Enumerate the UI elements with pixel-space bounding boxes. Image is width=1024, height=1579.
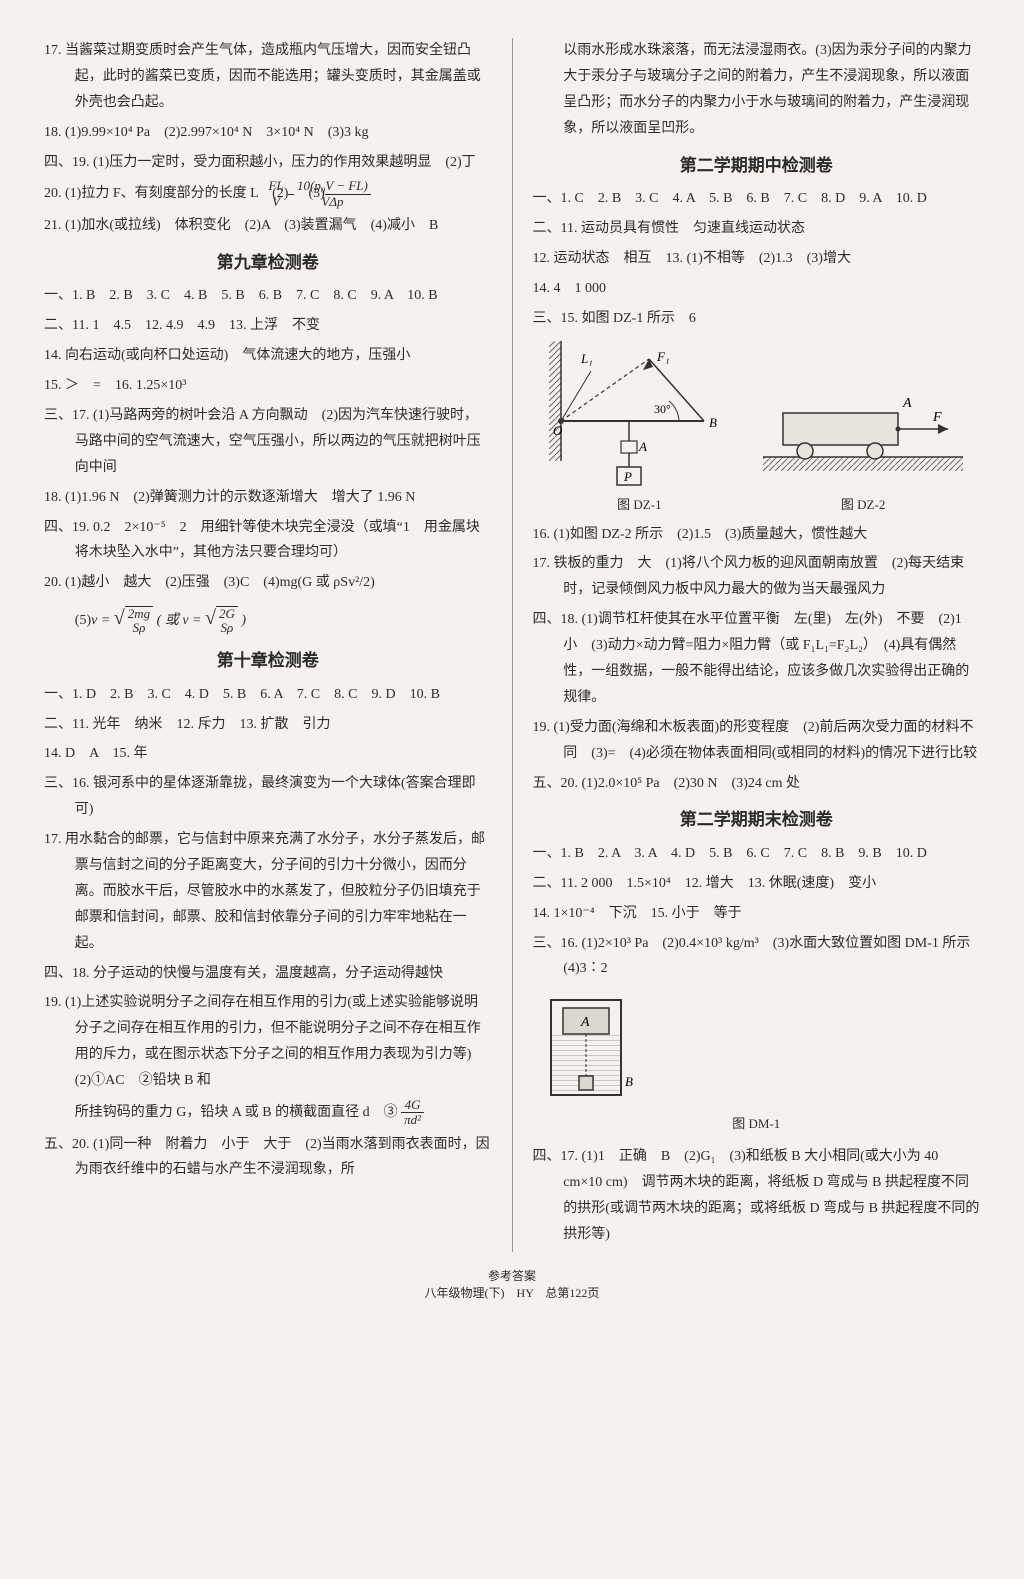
- formula-or: ( 或 v =: [153, 613, 205, 628]
- final-title: 第二学期期末检测卷: [533, 804, 981, 835]
- caption-dm1: 图 DM-1: [533, 1112, 981, 1136]
- final-sec3-q16: 三、16. (1)2×10³ Pa (2)0.4×10³ kg/m³ (3)水面…: [533, 931, 981, 983]
- mid-sec5-q20: 五、20. (1)2.0×10⁵ Pa (2)30 N (3)24 cm 处: [533, 771, 981, 797]
- ch10-item-19b: 所挂钩码的重力 G，铅块 A 或 B 的横截面直径 d ③ 4Gπd²: [44, 1098, 492, 1128]
- svg-text:O: O: [553, 423, 563, 438]
- mid-q12: 12. 运动状态 相互 13. (1)不相等 (2)1.3 (3)增大: [533, 246, 981, 272]
- ch9-sec2: 二、11. 1 4.5 12. 4.9 4.9 13. 上浮 不变: [44, 313, 492, 339]
- page-footer: 参考答案 八年级物理(下) HY 总第122页: [44, 1268, 980, 1302]
- ch10-item-19a: 19. (1)上述实验说明分子之间存在相互作用的引力(或上述实验能够说明分子之间…: [44, 990, 492, 1094]
- ch10-item-17: 17. 用水黏合的邮票，它与信封中原来充满了水分子，水分子蒸发后，邮票与信封之间…: [44, 827, 492, 956]
- right-column: 以雨水形成水珠滚落，而无法浸湿雨衣。(3)因为汞分子间的内聚力大于汞分子与玻璃分…: [533, 38, 981, 1252]
- page-columns: 17. 当酱菜过期变质时会产生气体，造成瓶内气压增大，因而安全钮凸起，此时的酱菜…: [44, 38, 980, 1252]
- ch9-item-14: 14. 向右运动(或向杯口处运动) 气体流速大的地方，压强小: [44, 343, 492, 369]
- ch10-sec2: 二、11. 光年 纳米 12. 斥力 13. 扩散 引力: [44, 712, 492, 738]
- figure-dz2: F A 图 DZ-2: [763, 381, 963, 517]
- figure-dm1: A B 图 DM-1: [533, 990, 981, 1136]
- ch10-item-19b-text: 所挂钩码的重力 G，铅块 A 或 B 的横截面直径 d ③: [75, 1105, 401, 1120]
- formula-close: ): [238, 613, 246, 628]
- item-18: 18. (1)9.99×10⁴ Pa (2)2.997×10⁴ N 3×10⁴ …: [44, 120, 492, 146]
- figure-dz-row: O L₁ F₁ 30° B A P 图 DZ-1: [533, 341, 981, 517]
- formula-v-sqrt: v =: [91, 613, 114, 628]
- mid-sec1: 一、1. C 2. B 3. C 4. A 5. B 6. B 7. C 8. …: [533, 186, 981, 212]
- mid-q16: 16. (1)如图 DZ-2 所示 (2)1.5 (3)质量越大，惯性越大: [533, 522, 981, 548]
- ch9-sec4-item-19: 四、19. 0.2 2×10⁻⁵ 2 用细针等使木块完全浸没（或填“1 用金属块…: [44, 515, 492, 567]
- final-sec1: 一、1. B 2. A 3. A 4. D 5. B 6. C 7. C 8. …: [533, 841, 981, 867]
- mid-sec2-q11: 二、11. 运动员具有惯性 匀速直线运动状态: [533, 216, 981, 242]
- ch10-sec5-item-20: 五、20. (1)同一种 附着力 小于 大于 (2)当雨水落到雨衣表面时，因为雨…: [44, 1132, 492, 1184]
- caption-dz1: 图 DZ-1: [549, 493, 729, 517]
- right-continuation: 以雨水形成水珠滚落，而无法浸湿雨衣。(3)因为汞分子间的内聚力大于汞分子与玻璃分…: [533, 38, 981, 142]
- item-17: 17. 当酱菜过期变质时会产生气体，造成瓶内气压增大，因而安全钮凸起，此时的酱菜…: [44, 38, 492, 116]
- ch9-sec1: 一、1. B 2. B 3. C 4. B 5. B 6. B 7. C 8. …: [44, 283, 492, 309]
- ch9-item-18: 18. (1)1.96 N (2)弹簧测力计的示数逐渐增大 增大了 1.96 N: [44, 485, 492, 511]
- item-21: 21. (1)加水(或拉线) 体积变化 (2)A (3)装置漏气 (4)减小 B: [44, 213, 492, 239]
- svg-text:A: A: [638, 439, 647, 454]
- caption-dz2: 图 DZ-2: [763, 493, 963, 517]
- sec4-item-19: 四、19. (1)压力一定时，受力面积越小，压力的作用效果越明显 (2)丁: [44, 150, 492, 176]
- sqrt-icon-2: √: [205, 607, 216, 629]
- svg-text:P: P: [623, 469, 632, 484]
- footer-line-1: 参考答案: [44, 1268, 980, 1285]
- svg-text:F: F: [932, 410, 942, 425]
- fraction-4g-pid2: 4Gπd²: [401, 1098, 424, 1128]
- ch10-sec4-item-18: 四、18. 分子运动的快慢与温度有关，温度越高，分子运动得越快: [44, 961, 492, 987]
- svg-text:B: B: [709, 415, 717, 430]
- final-q14: 14. 1×10⁻⁴ 下沉 15. 小于 等于: [533, 901, 981, 927]
- svg-text:A: A: [902, 396, 912, 411]
- diagram-dm1: A B: [533, 990, 643, 1110]
- sqrt-icon: √: [114, 607, 125, 629]
- svg-text:B: B: [625, 1074, 633, 1089]
- mid-sec4-q18: 四、18. (1)调节杠杆使其在水平位置平衡 左(里) 左(外) 不要 (2)1…: [533, 607, 981, 711]
- mid-q19: 19. (1)受力面(海绵和木板表面)的形变程度 (2)前后两次受力面的材料不同…: [533, 715, 981, 767]
- final-sec2: 二、11. 2 000 1.5×10⁴ 12. 增大 13. 休眠(速度) 变小: [533, 871, 981, 897]
- formula-prefix: (5): [75, 613, 91, 628]
- mid-q17: 17. 铁板的重力 大 (1)将八个风力板的迎风面朝南放置 (2)每天结束时，记…: [533, 551, 981, 603]
- ch9-item-20-formula: (5)v = √2mgSρ ( 或 v = √2GSρ ): [44, 600, 492, 637]
- fraction-p0v: 10(p₀V − FL)VΔp: [325, 179, 371, 209]
- ch10-sec3-item-16: 三、16. 银河系中的星体逐渐靠拢，最终演变为一个大球体(答案合理即可): [44, 771, 492, 823]
- diagram-dz1: O L₁ F₁ 30° B A P: [549, 341, 729, 491]
- final-sec4-q17: 四、17. (1)1 正确 B (2)G₁ (3)和纸板 B 大小相同(或大小为…: [533, 1144, 981, 1248]
- diagram-dz2: F A: [763, 381, 963, 491]
- ch9-item-15: 15. ＞ = 16. 1.25×10³: [44, 373, 492, 399]
- item-20: 20. (1)拉力 F、有刻度部分的长度 L (2)FLV (3)10(p₀V …: [44, 179, 492, 209]
- fraction-2mg-sp: 2mgSρ: [125, 606, 153, 636]
- column-divider: [512, 38, 513, 1252]
- figure-dz1: O L₁ F₁ 30° B A P 图 DZ-1: [549, 341, 729, 517]
- svg-text:30°: 30°: [654, 402, 671, 416]
- item-20-text-a: 20. (1)拉力 F、有刻度部分的长度 L (2): [44, 186, 288, 201]
- ch9-item-20: 20. (1)越小 越大 (2)压强 (3)C (4)mg(G 或 ρSv²/2…: [44, 570, 492, 596]
- ch9-sec3-item-17: 三、17. (1)马路两旁的树叶会沿 A 方向飘动 (2)因为汽车快速行驶时，马…: [44, 403, 492, 481]
- left-column: 17. 当酱菜过期变质时会产生气体，造成瓶内气压增大，因而安全钮凸起，此时的酱菜…: [44, 38, 492, 1252]
- ch10-title: 第十章检测卷: [44, 645, 492, 676]
- fraction-2g-sp: 2GSρ: [216, 606, 238, 636]
- svg-text:L₁: L₁: [580, 351, 593, 366]
- midterm-title: 第二学期期中检测卷: [533, 150, 981, 181]
- ch10-item-14: 14. D A 15. 年: [44, 741, 492, 767]
- svg-text:F₁: F₁: [656, 349, 669, 364]
- mid-q14: 14. 4 1 000: [533, 276, 981, 302]
- ch9-title: 第九章检测卷: [44, 247, 492, 278]
- mid-sec3-q15: 三、15. 如图 DZ-1 所示 6: [533, 306, 981, 332]
- footer-line-2: 八年级物理(下) HY 总第122页: [44, 1285, 980, 1302]
- ch10-sec1: 一、1. D 2. B 3. C 4. D 5. B 6. A 7. C 8. …: [44, 682, 492, 708]
- svg-text:A: A: [580, 1015, 590, 1030]
